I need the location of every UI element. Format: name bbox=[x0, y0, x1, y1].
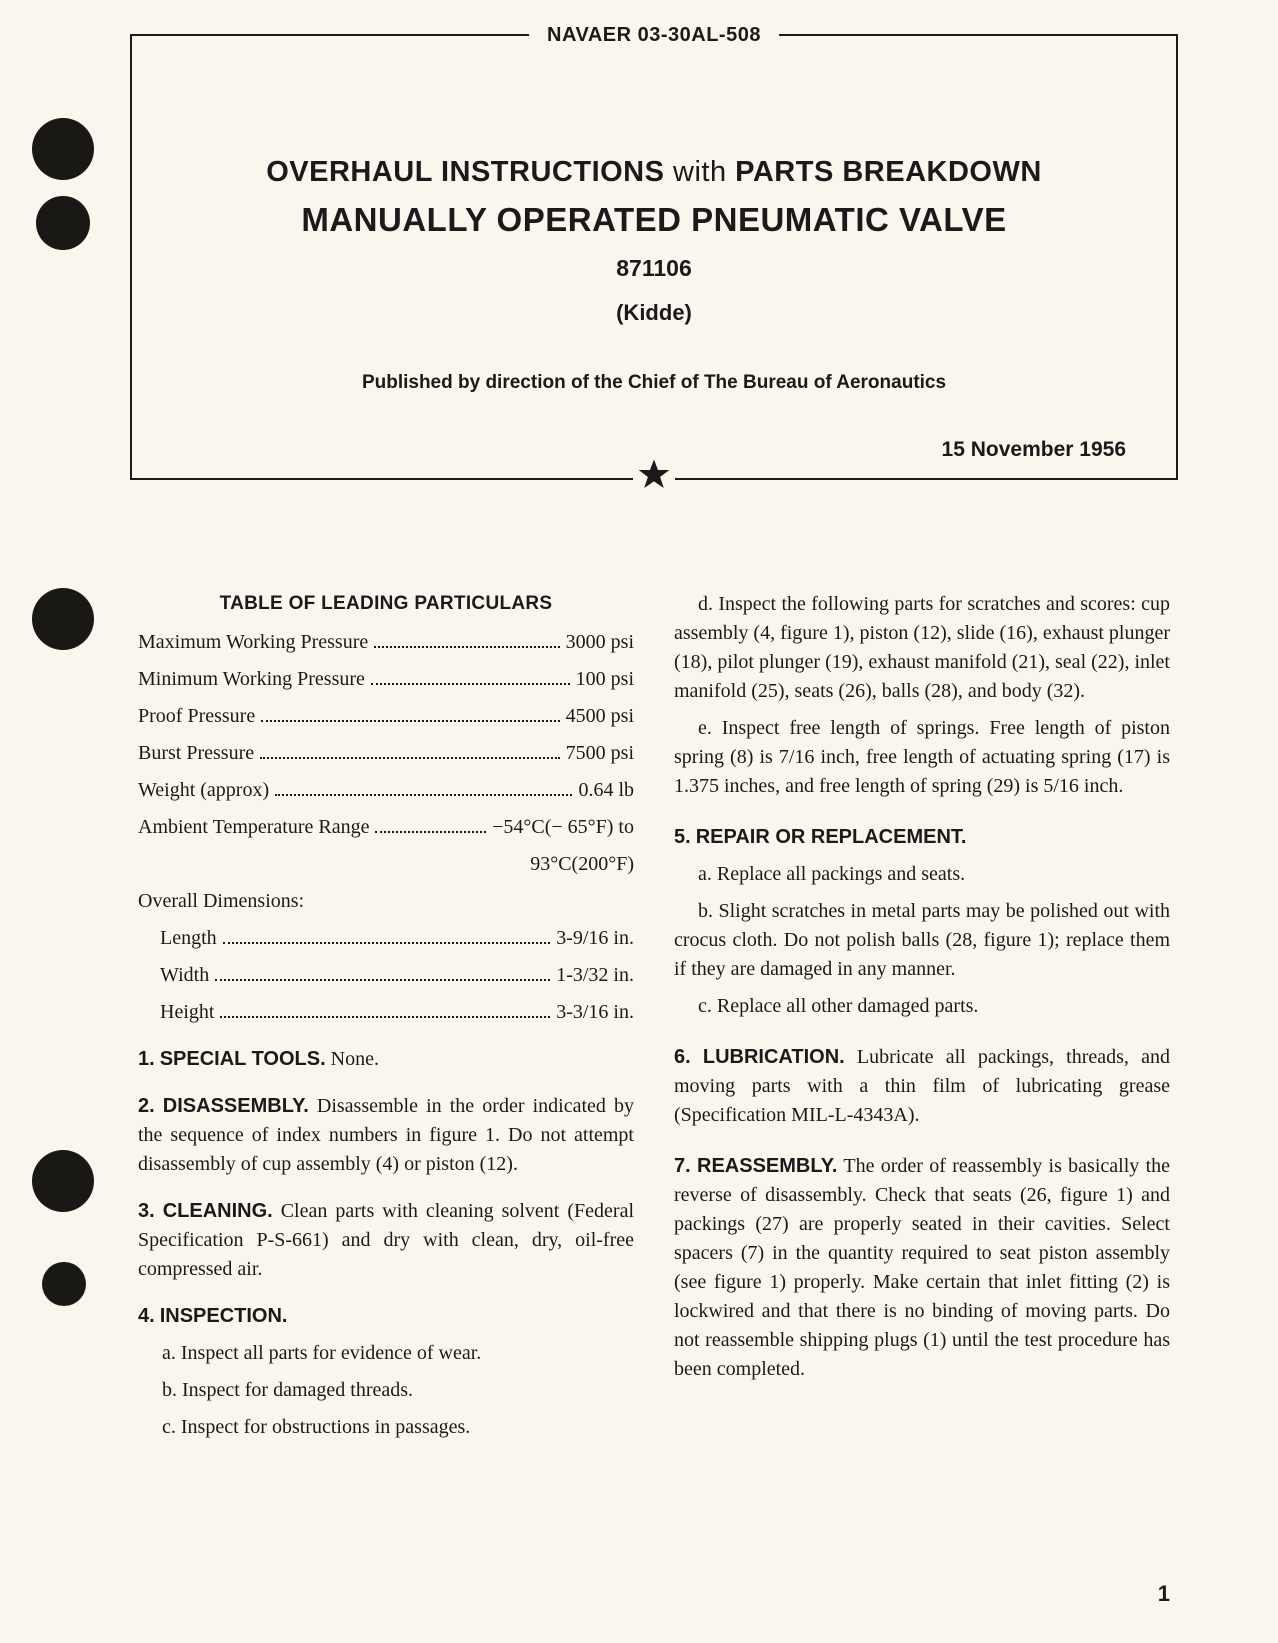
title-part-a: OVERHAUL INSTRUCTIONS bbox=[266, 156, 664, 188]
star-icon bbox=[633, 454, 675, 496]
section-number: 2. bbox=[138, 1095, 155, 1117]
specs-heading: TABLE OF LEADING PARTICULARS bbox=[138, 590, 634, 618]
punch-hole bbox=[32, 1150, 94, 1212]
spec-row: Height 3-3/16 in. bbox=[138, 998, 634, 1027]
leader-dots bbox=[375, 831, 486, 833]
spec-row: Minimum Working Pressure 100 psi bbox=[138, 665, 634, 694]
spec-label: Weight (approx) bbox=[138, 776, 269, 805]
spec-row: Width 1-3/32 in. bbox=[138, 961, 634, 990]
part-number: 871106 bbox=[172, 255, 1136, 282]
spec-value: 1-3/32 in. bbox=[556, 961, 634, 990]
leader-dots bbox=[215, 979, 550, 981]
spec-value: 100 psi bbox=[576, 665, 634, 694]
spec-value: 3-3/16 in. bbox=[556, 998, 634, 1027]
title-block: NAVAER 03-30AL-508 OVERHAUL INSTRUCTIONS… bbox=[130, 34, 1178, 480]
section-title: REASSEMBLY. bbox=[697, 1155, 837, 1177]
right-column: d. Inspect the following parts for scrat… bbox=[674, 590, 1170, 1442]
section-number: 1. bbox=[138, 1048, 155, 1070]
section-6: 6. LUBRICATION. Lubricate all packings, … bbox=[674, 1043, 1170, 1130]
paragraph-4a: a. Inspect all parts for evidence of wea… bbox=[138, 1339, 634, 1368]
title-line-2: MANUALLY OPERATED PNEUMATIC VALVE bbox=[172, 201, 1136, 239]
page-number: 1 bbox=[1158, 1581, 1170, 1607]
spec-row: Maximum Working Pressure 3000 psi bbox=[138, 628, 634, 657]
leader-dots bbox=[374, 646, 559, 648]
paragraph-5a: a. Replace all packings and seats. bbox=[674, 860, 1170, 889]
spec-label: Proof Pressure bbox=[138, 702, 255, 731]
spec-label: Maximum Working Pressure bbox=[138, 628, 368, 657]
spec-value: 0.64 lb bbox=[578, 776, 634, 805]
section-title: REPAIR OR REPLACEMENT. bbox=[696, 826, 967, 848]
publisher-line: Published by direction of the Chief of T… bbox=[172, 372, 1136, 394]
section-number: 4. bbox=[138, 1305, 155, 1327]
leader-dots bbox=[220, 1016, 550, 1018]
paragraph-4e: e. Inspect free length of springs. Free … bbox=[674, 714, 1170, 801]
spec-label: Length bbox=[138, 924, 217, 953]
spec-value-continued: 93°C(200°F) bbox=[138, 850, 634, 879]
dimensions-label: Overall Dimensions: bbox=[138, 887, 634, 916]
spec-value: 4500 psi bbox=[566, 702, 634, 731]
spec-label: Height bbox=[138, 998, 214, 1027]
section-4: 4. INSPECTION. bbox=[138, 1302, 634, 1331]
title-line-1: OVERHAUL INSTRUCTIONS with PARTS BREAKDO… bbox=[172, 156, 1136, 189]
spec-row-temp: Ambient Temperature Range −54°C(− 65°F) … bbox=[138, 813, 634, 842]
spec-label: Width bbox=[138, 961, 209, 990]
section-1: 1. SPECIAL TOOLS. None. bbox=[138, 1045, 634, 1074]
title-with: with bbox=[664, 156, 735, 188]
section-title: LUBRICATION. bbox=[703, 1046, 845, 1068]
section-title: CLEANING. bbox=[163, 1200, 273, 1222]
spec-value: 3-9/16 in. bbox=[556, 924, 634, 953]
section-3: 3. CLEANING. Clean parts with cleaning s… bbox=[138, 1197, 634, 1284]
spec-value: 3000 psi bbox=[566, 628, 634, 657]
title-part-b: PARTS BREAKDOWN bbox=[735, 156, 1042, 188]
spec-row: Proof Pressure 4500 psi bbox=[138, 702, 634, 731]
body-columns: TABLE OF LEADING PARTICULARS Maximum Wor… bbox=[100, 590, 1208, 1442]
paragraph-4b: b. Inspect for damaged threads. bbox=[138, 1376, 634, 1405]
section-number: 3. bbox=[138, 1200, 155, 1222]
spec-value: −54°C(− 65°F) to bbox=[492, 813, 634, 842]
spec-label: Burst Pressure bbox=[138, 739, 254, 768]
leader-dots bbox=[371, 683, 570, 685]
spec-row: Burst Pressure 7500 psi bbox=[138, 739, 634, 768]
leader-dots bbox=[261, 720, 559, 722]
paragraph-4d: d. Inspect the following parts for scrat… bbox=[674, 590, 1170, 706]
spec-row: Weight (approx) 0.64 lb bbox=[138, 776, 634, 805]
section-number: 5. bbox=[674, 826, 691, 848]
document-id: NAVAER 03-30AL-508 bbox=[529, 24, 779, 47]
spec-value: 7500 psi bbox=[566, 739, 634, 768]
punch-hole bbox=[42, 1262, 86, 1306]
paragraph-5b: b. Slight scratches in metal parts may b… bbox=[674, 897, 1170, 984]
section-7: 7. REASSEMBLY. The order of reassembly i… bbox=[674, 1152, 1170, 1384]
spec-label: Ambient Temperature Range bbox=[138, 813, 369, 842]
spec-row: Length 3-9/16 in. bbox=[138, 924, 634, 953]
section-title: SPECIAL TOOLS. bbox=[160, 1048, 326, 1070]
section-body: The order of reassembly is basically the… bbox=[674, 1155, 1170, 1380]
section-title: INSPECTION. bbox=[160, 1305, 288, 1327]
leader-dots bbox=[275, 794, 572, 796]
section-number: 6. bbox=[674, 1046, 691, 1068]
section-5: 5. REPAIR OR REPLACEMENT. bbox=[674, 823, 1170, 852]
leader-dots bbox=[223, 942, 551, 944]
manufacturer: (Kidde) bbox=[172, 300, 1136, 326]
paragraph-5c: c. Replace all other damaged parts. bbox=[674, 992, 1170, 1021]
publication-date: 15 November 1956 bbox=[942, 438, 1126, 462]
section-number: 7. bbox=[674, 1155, 691, 1177]
section-title: DISASSEMBLY. bbox=[163, 1095, 309, 1117]
paragraph-4c: c. Inspect for obstructions in passages. bbox=[138, 1413, 634, 1442]
left-column: TABLE OF LEADING PARTICULARS Maximum Wor… bbox=[138, 590, 634, 1442]
document-page: NAVAER 03-30AL-508 OVERHAUL INSTRUCTIONS… bbox=[0, 0, 1278, 1643]
spec-label: Minimum Working Pressure bbox=[138, 665, 365, 694]
section-2: 2. DISASSEMBLY. Disassemble in the order… bbox=[138, 1092, 634, 1179]
leader-dots bbox=[260, 757, 560, 759]
punch-hole bbox=[32, 588, 94, 650]
punch-hole bbox=[36, 196, 90, 250]
punch-hole bbox=[32, 118, 94, 180]
section-body: None. bbox=[326, 1048, 379, 1070]
